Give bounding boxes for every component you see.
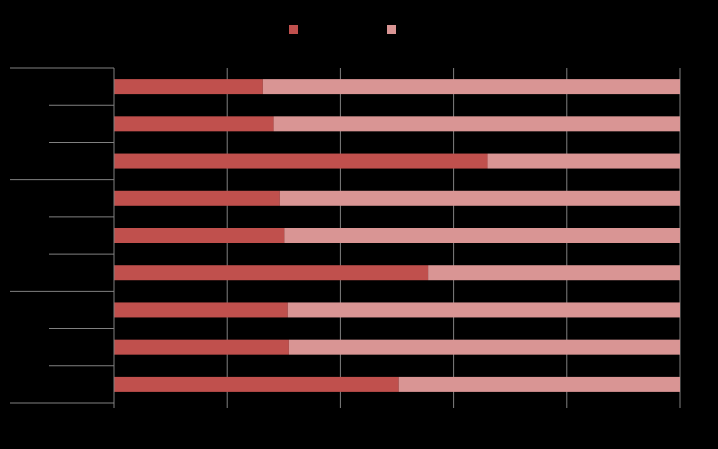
bar-segment-series-1 xyxy=(114,153,488,169)
bar-segment-series-1 xyxy=(114,228,285,243)
bar-segment-series-2 xyxy=(279,190,680,206)
axes xyxy=(10,67,115,404)
bar-segment-series-2 xyxy=(398,376,680,392)
legend xyxy=(289,25,396,34)
bar-segment-series-1 xyxy=(114,376,399,392)
bar-segment-series-2 xyxy=(487,153,680,169)
bar-segment-series-1 xyxy=(114,190,280,206)
bar-segment-series-2 xyxy=(284,228,680,243)
bar-segment-series-1 xyxy=(114,79,263,95)
bar-segment-series-1 xyxy=(114,265,429,281)
bar-segment-series-2 xyxy=(428,265,680,281)
bar-segment-series-2 xyxy=(273,116,680,132)
legend-marker-series-2 xyxy=(387,25,396,34)
bar-segment-series-2 xyxy=(288,339,680,355)
bar-segment-series-1 xyxy=(114,302,288,318)
bar-series xyxy=(114,79,680,392)
bar-segment-series-2 xyxy=(287,302,680,318)
bar-segment-series-2 xyxy=(262,79,680,95)
bar-segment-series-1 xyxy=(114,116,274,132)
legend-marker-series-1 xyxy=(289,25,298,34)
bar-segment-series-1 xyxy=(114,339,289,355)
